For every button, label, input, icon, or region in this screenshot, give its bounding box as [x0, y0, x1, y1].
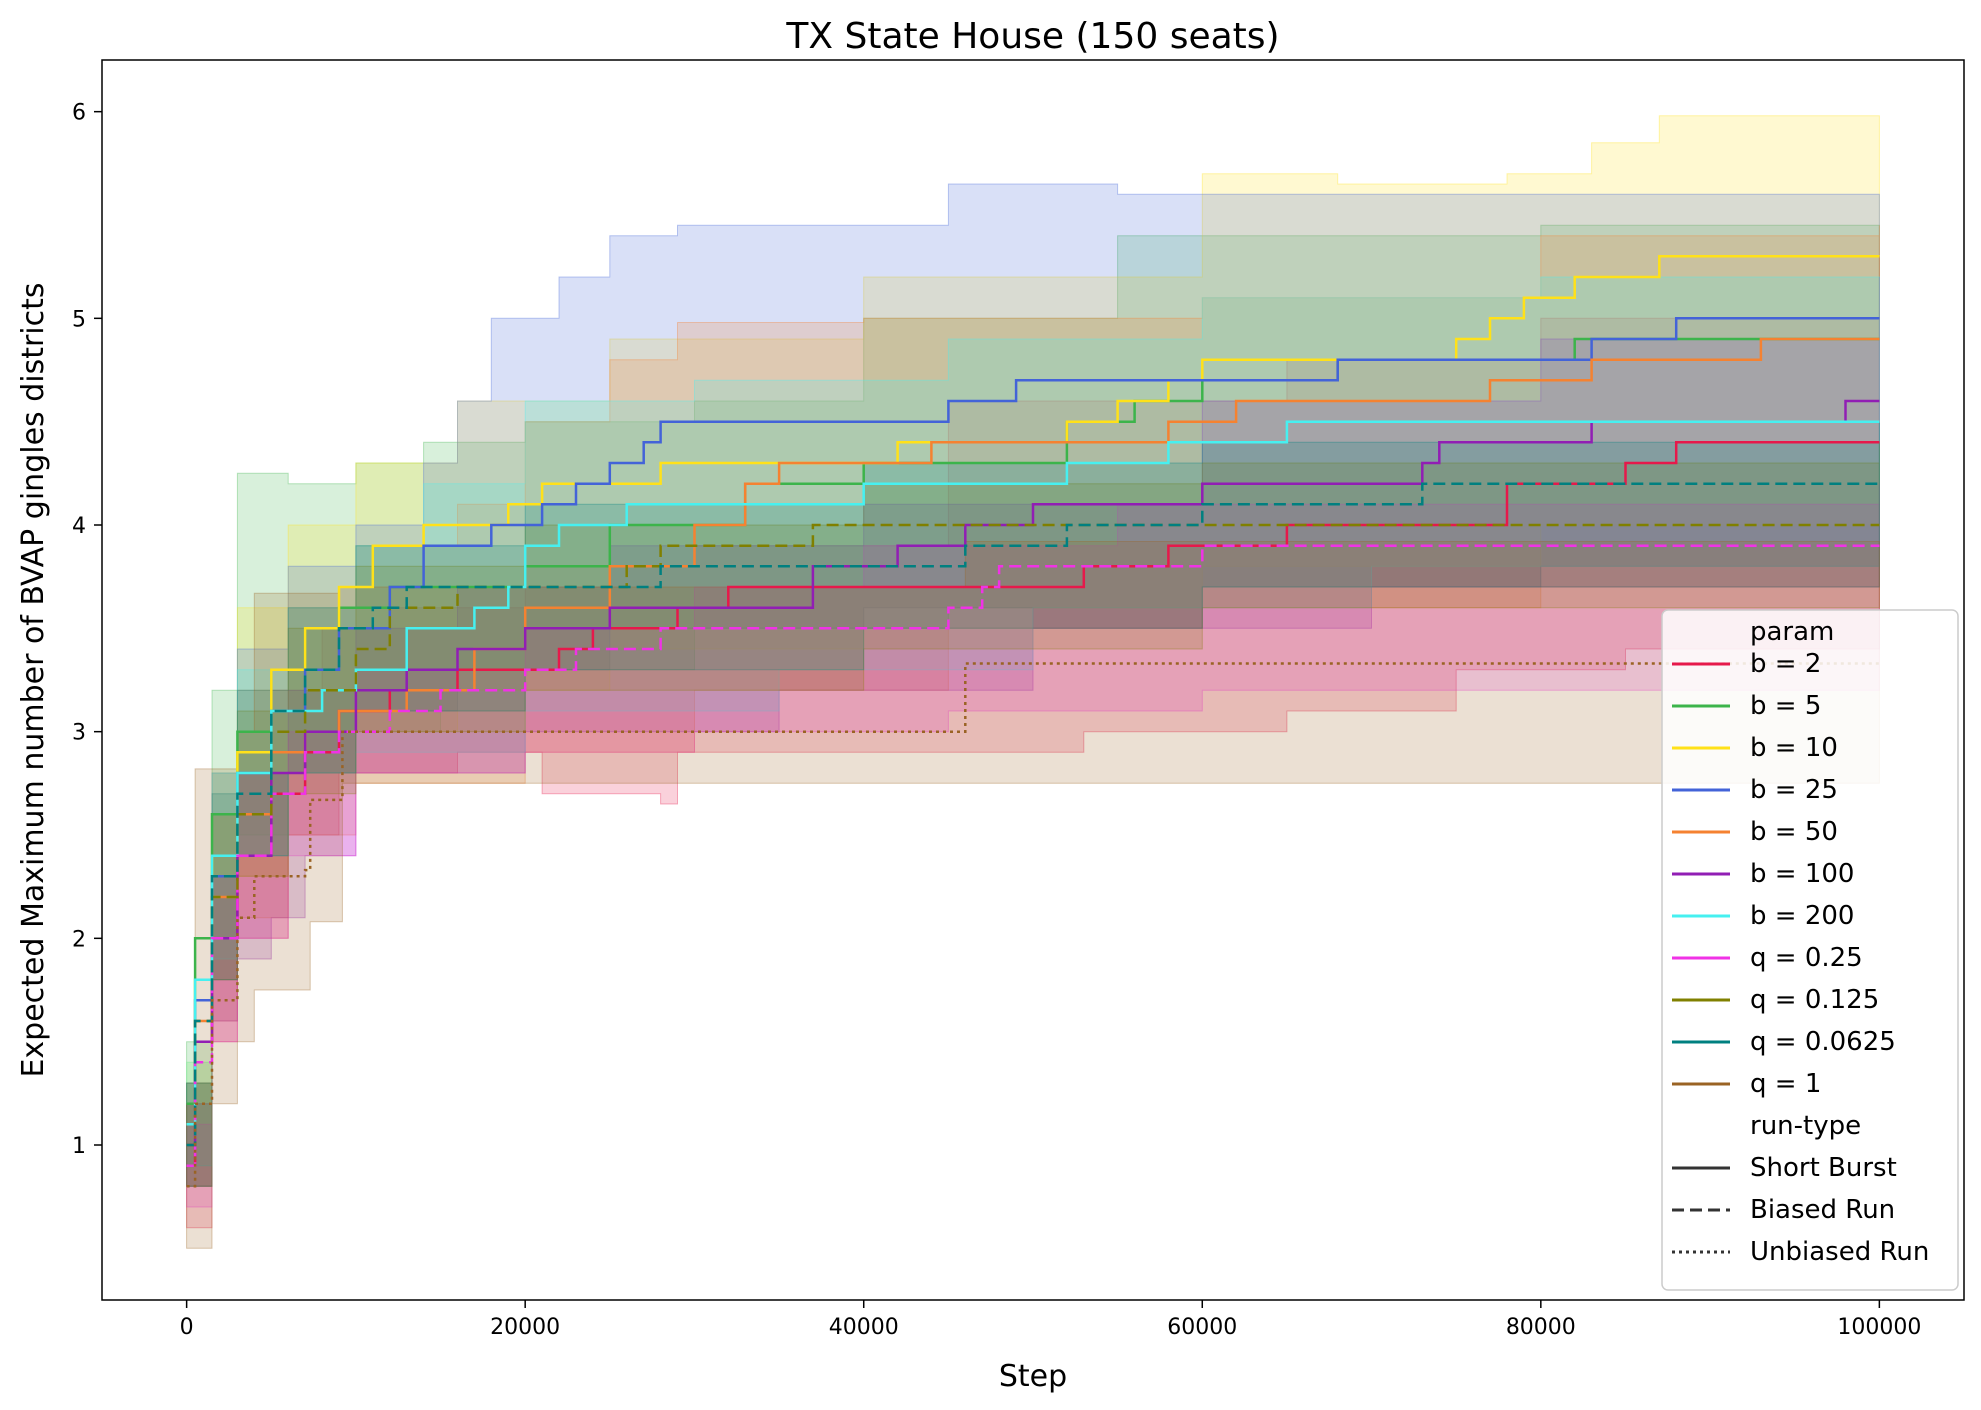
legend-runtype-title: run-type [1750, 1111, 1861, 1141]
y-tick-label: 2 [72, 927, 86, 952]
legend: param b = 2 b = 5 b = 10 b = 25 b = 50 b = 10… [1661, 609, 1959, 1291]
x-tick-label: 100000 [1837, 1315, 1921, 1340]
y-axis-title: Expected Maximum number of BVAP gingles … [16, 282, 51, 1077]
y-tick-label: 5 [72, 307, 86, 332]
legend-label-b-50: b = 50 [1750, 817, 1838, 847]
legend-label-q-0-125: q = 0.125 [1750, 985, 1879, 1015]
series-line-q-0-25 [186, 544, 1880, 1167]
y-tick-label: 3 [72, 721, 86, 746]
x-tick-label: 20000 [490, 1315, 560, 1340]
legend-items: b = 2 b = 5 b = 10 b = 25 b = 50 b = 100 b = 2… [1672, 649, 1929, 1267]
x-tick-label: 0 [180, 1315, 194, 1340]
legend-label-q-1: q = 1 [1750, 1069, 1821, 1099]
x-axis-ticks: 0 20000 40000 60000 80000 100000 [180, 1300, 1921, 1340]
series-line-q-0-0625 [186, 482, 1880, 1147]
legend-label-q-0-25: q = 0.25 [1750, 943, 1863, 973]
legend-label-q-0-0625: q = 0.0625 [1750, 1027, 1896, 1057]
x-tick-label: 40000 [829, 1315, 899, 1340]
x-tick-label: 60000 [1167, 1315, 1237, 1340]
x-axis-title: Step [999, 1359, 1067, 1394]
legend-label-b-5: b = 5 [1750, 691, 1821, 721]
legend-label-biased-run: Biased Run [1750, 1195, 1895, 1225]
legend-label-b-2: b = 2 [1750, 649, 1821, 679]
x-tick-label: 80000 [1506, 1315, 1576, 1340]
series-lines [186, 255, 1880, 1188]
legend-label-b-100: b = 100 [1750, 859, 1854, 889]
band-b-10 [186, 115, 1880, 1187]
legend-label-unbiased-run: Unbiased Run [1750, 1237, 1929, 1267]
y-tick-label: 6 [72, 101, 86, 126]
legend-label-short-burst: Short Burst [1750, 1153, 1897, 1183]
legend-box [1661, 609, 1959, 1291]
y-tick-label: 4 [72, 514, 86, 539]
chart-title: TX State House (150 seats) [785, 16, 1279, 57]
plot-frame [101, 59, 1965, 1301]
legend-label-b-200: b = 200 [1750, 901, 1854, 931]
band-b-25 [186, 183, 1880, 1187]
legend-label-b-25: b = 25 [1750, 775, 1838, 805]
legend-label-b-10: b = 10 [1750, 733, 1838, 763]
y-axis-ticks: 1 2 3 4 5 6 [72, 101, 102, 1159]
y-tick-label: 1 [72, 1134, 86, 1159]
legend-param-title: param [1750, 617, 1834, 647]
